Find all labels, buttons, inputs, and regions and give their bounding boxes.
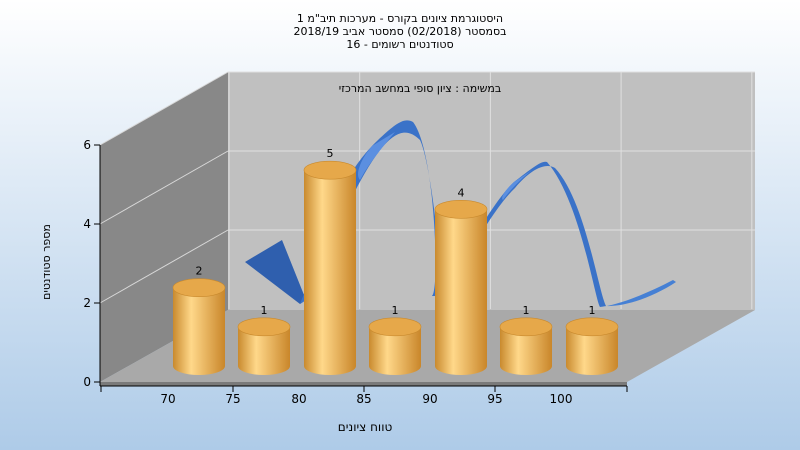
chart-title-line-1: היסטוגרמת ציונים בקורס - מערכות תיב"מ 1 <box>297 12 503 25</box>
bar-top <box>368 317 422 337</box>
bar-1: 1 <box>237 304 291 375</box>
bar-data-label: 1 <box>261 304 268 317</box>
bar-2: 5 <box>303 147 357 375</box>
side-gridline <box>99 71 229 146</box>
bar-body <box>566 326 618 375</box>
y-tick-label: 2 <box>83 296 91 310</box>
bar-4: 4 <box>434 186 488 375</box>
chart-title-line-2: בסמסטר (02/2018) סמסטר אביב 2018/19 <box>293 25 506 38</box>
x-tick-label: 100 <box>550 392 573 406</box>
y-tick-label: 4 <box>83 217 91 231</box>
x-tick-label: 95 <box>487 392 502 406</box>
bar-5: 1 <box>499 304 553 375</box>
bar-0: 2 <box>172 265 226 375</box>
bar-top <box>172 278 226 297</box>
bar-data-label: 5 <box>327 147 334 160</box>
distribution-curve-highlight-1 <box>358 132 395 180</box>
bar-body <box>304 170 356 375</box>
axes-layer: 0 2 4 6 70 75 80 85 90 95 100 <box>83 138 628 406</box>
x-tick-label: 85 <box>356 392 371 406</box>
y-axis-label: מספר סטודנטים <box>40 224 53 300</box>
bar-top <box>434 200 488 219</box>
bar-body <box>173 287 225 375</box>
bar-body <box>500 326 552 375</box>
bar-data-label: 2 <box>196 265 203 278</box>
chart-title-line-3: סטודנטים רשומים - 16 <box>346 38 453 51</box>
distribution-curve-highlight-2 <box>502 170 532 200</box>
bar-top <box>303 160 357 180</box>
y-tick-label: 6 <box>83 138 91 152</box>
bar-body <box>238 326 290 375</box>
y-tick-label: 0 <box>83 375 91 389</box>
bar-body <box>369 326 421 375</box>
bar-body <box>435 209 487 375</box>
bar-data-label: 4 <box>458 186 465 199</box>
bar-data-label: 1 <box>589 304 596 317</box>
x-tick-label: 90 <box>422 392 437 406</box>
side-gridline <box>99 229 229 304</box>
x-tick-label: 75 <box>225 392 240 406</box>
distribution-curve-tail <box>600 280 676 307</box>
distribution-curve-segment <box>245 240 306 304</box>
bar-3: 1 <box>368 304 422 375</box>
floor-front-edge <box>100 382 627 386</box>
x-axis-label: טווח ציונים <box>338 420 393 434</box>
chart-annotation: במשימה : ציון סופי במחשב המרכזי <box>339 82 502 95</box>
x-tick-label: 70 <box>160 392 175 406</box>
distribution-curve-layer <box>245 120 676 307</box>
bar-6: 1 <box>565 304 619 375</box>
bar-top <box>499 317 553 337</box>
side-gridline <box>99 150 229 225</box>
bars-layer: 2 1 5 1 4 1 1 <box>172 147 619 375</box>
bar-top <box>237 317 291 337</box>
bar-data-label: 1 <box>523 304 530 317</box>
bar-data-label: 1 <box>392 304 399 317</box>
x-tick-label: 80 <box>291 392 306 406</box>
bar-top <box>565 317 619 337</box>
grid-layer <box>99 71 755 309</box>
